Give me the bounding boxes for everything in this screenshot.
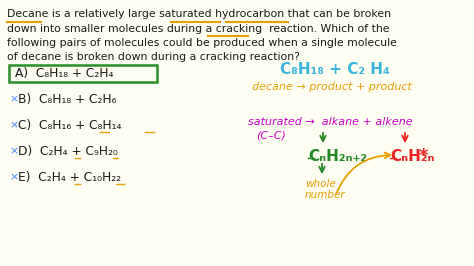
Text: decane → product + product: decane → product + product	[252, 82, 412, 92]
Text: *: *	[419, 147, 428, 165]
Text: C₈H₁₈ + C₂ H₄: C₈H₁₈ + C₂ H₄	[280, 62, 390, 77]
Text: A)  C₈H₁₈ + C₂H₄: A) C₈H₁₈ + C₂H₄	[15, 66, 113, 80]
Text: down into smaller molecules during a cracking  reaction. Which of the: down into smaller molecules during a cra…	[7, 23, 390, 34]
Text: (C–C): (C–C)	[256, 131, 286, 141]
Text: ×: ×	[10, 120, 19, 130]
Text: ×: ×	[10, 146, 19, 156]
Text: Decane is a relatively large saturated hydrocarbon that can be broken: Decane is a relatively large saturated h…	[7, 9, 391, 19]
Text: of decane is broken down during a cracking reaction?: of decane is broken down during a cracki…	[7, 52, 300, 63]
Text: CₙH₂ₙ: CₙH₂ₙ	[390, 149, 435, 164]
Text: ×: ×	[10, 94, 19, 104]
Text: B)  C₈H₁₈ + C₂H₆: B) C₈H₁₈ + C₂H₆	[18, 93, 117, 106]
Text: C)  C₈H₁₆ + C₈H₁₄: C) C₈H₁₆ + C₈H₁₄	[18, 118, 121, 131]
Text: number: number	[305, 190, 346, 200]
Text: D)  C₂H₄ + C₉H₂₀: D) C₂H₄ + C₉H₂₀	[18, 144, 118, 157]
Text: whole: whole	[305, 179, 336, 189]
Text: E)  C₂H₄ + C₁₀H₂₂: E) C₂H₄ + C₁₀H₂₂	[18, 171, 121, 184]
Text: ×: ×	[10, 172, 19, 182]
Text: saturated →  alkane + alkene: saturated → alkane + alkene	[248, 117, 413, 127]
Bar	[9, 65, 157, 82]
Text: following pairs of molecules could be produced when a single molecule: following pairs of molecules could be pr…	[7, 38, 397, 48]
Text: CₙH₂ₙ₊₂: CₙH₂ₙ₊₂	[308, 149, 367, 164]
